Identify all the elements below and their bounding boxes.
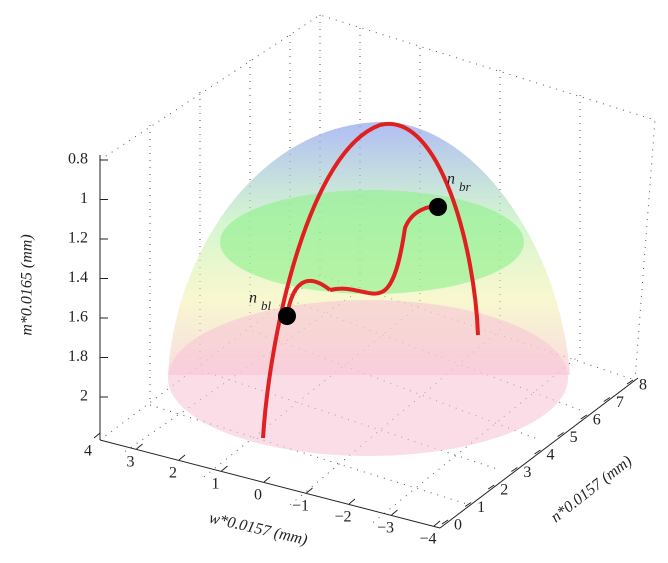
annotation: n (447, 171, 455, 188)
annotation-sub: br (459, 179, 472, 194)
x-tick (221, 465, 228, 472)
point (278, 307, 296, 325)
z-tick-label: 2 (80, 388, 88, 405)
y-tick (487, 484, 495, 490)
x-tick (93, 432, 101, 439)
z-tick-label: 1.4 (68, 269, 88, 286)
y-tick (626, 379, 634, 385)
point (429, 198, 447, 216)
y-tick-label: 1 (477, 499, 485, 516)
x-tick (348, 498, 356, 505)
x-tick-label: 0 (254, 487, 262, 504)
x-tick-label: 4 (84, 443, 92, 460)
z-tick-label: 1.6 (68, 309, 88, 326)
annotation: n (249, 290, 257, 307)
y-tick-label: 7 (616, 394, 624, 411)
x-tick-label: −3 (377, 520, 394, 537)
y-tick (603, 397, 611, 402)
x-tick (178, 454, 186, 461)
y-tick-label: 8 (639, 377, 647, 394)
annotation-sub: bl (261, 298, 272, 313)
plane (220, 190, 524, 294)
x-tick-label: −1 (292, 498, 309, 515)
x-tick-label: 2 (169, 465, 177, 482)
x-tick (391, 509, 398, 516)
z-tick-label: 1.8 (68, 348, 88, 365)
y-tick-label: 4 (547, 447, 555, 464)
x-tick (433, 520, 441, 527)
x-axis-label: w*0.0157 (mm) (207, 510, 309, 549)
x-tick-label: 1 (212, 476, 220, 493)
x-tick-label: 3 (127, 454, 135, 471)
y-tick (580, 414, 588, 420)
y-tick (441, 519, 449, 525)
y-tick-label: 6 (593, 412, 601, 429)
y-axis (439, 377, 639, 529)
x-tick (136, 443, 143, 450)
y-tick-label: 0 (454, 517, 462, 534)
z-tick-label: 0.8 (68, 151, 88, 168)
x-tick-label: −2 (334, 509, 351, 526)
y-tick (511, 467, 518, 472)
y-tick-label: 5 (570, 429, 578, 446)
y-tick-label: 2 (500, 482, 508, 499)
x-axis (99, 439, 441, 529)
surface-base (168, 300, 568, 456)
curve (261, 121, 480, 439)
y-axis-label: n*0.0157 (mm) (548, 453, 636, 527)
x-tick-label: −4 (419, 531, 436, 548)
x-tick (263, 476, 271, 483)
y-tick-label: 3 (523, 464, 531, 481)
x-tick (306, 487, 313, 494)
y-tick (557, 432, 564, 437)
y-tick (534, 449, 541, 455)
z-tick-label: 1 (80, 190, 88, 207)
curve (329, 204, 439, 296)
y-tick (464, 502, 472, 507)
z-axis-label: m*0.0165 (mm) (19, 234, 36, 335)
z-tick-label: 1.2 (68, 230, 88, 247)
